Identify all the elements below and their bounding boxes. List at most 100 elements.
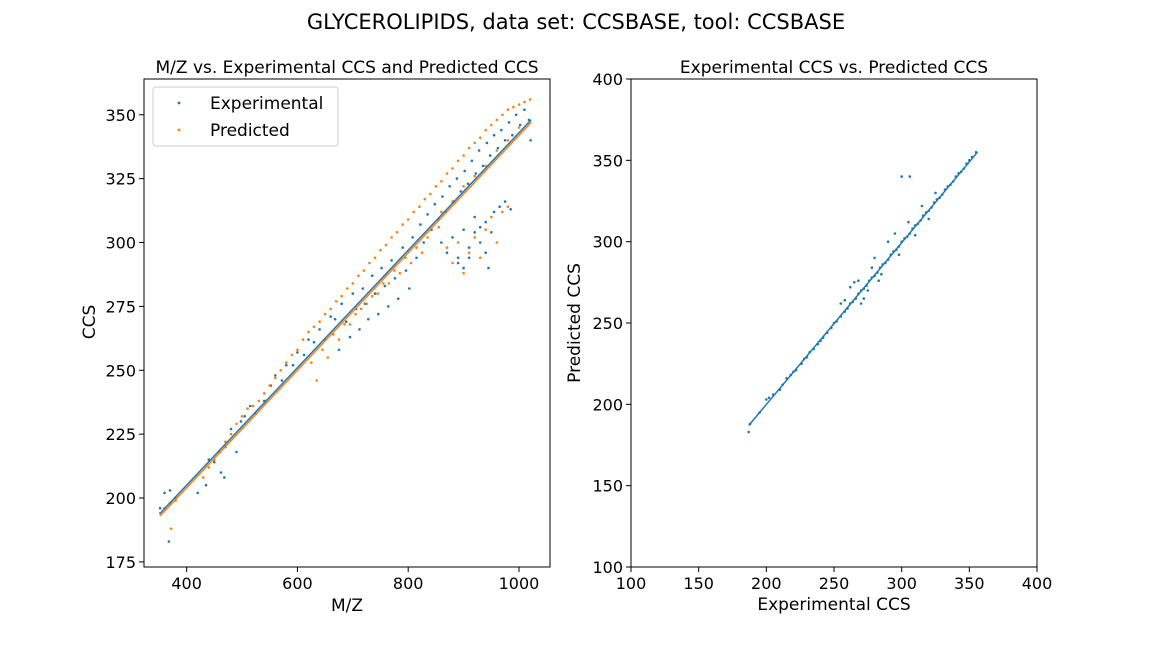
data-point bbox=[880, 272, 883, 276]
data-point bbox=[262, 392, 266, 395]
data-point bbox=[401, 223, 405, 226]
y-tick-label: 300 bbox=[592, 233, 623, 252]
data-point bbox=[393, 277, 397, 280]
data-point bbox=[451, 236, 454, 239]
data-point bbox=[387, 305, 390, 308]
data-point bbox=[426, 213, 429, 216]
data-point bbox=[434, 185, 438, 188]
data-point bbox=[329, 307, 333, 311]
data-point bbox=[484, 228, 488, 231]
data-point bbox=[279, 369, 283, 372]
data-point bbox=[463, 169, 467, 173]
data-point bbox=[934, 191, 937, 195]
x-tick-label: 350 bbox=[954, 574, 985, 593]
figure-suptitle: GLYCEROLIPIDS, data set: CCSBASE, tool: … bbox=[307, 10, 845, 34]
x-tick-label: 150 bbox=[683, 574, 714, 593]
data-point bbox=[380, 266, 383, 270]
data-point bbox=[897, 253, 901, 256]
data-point bbox=[367, 317, 370, 321]
data-point bbox=[870, 266, 874, 270]
data-point bbox=[440, 179, 443, 183]
y-tick-label: 300 bbox=[105, 234, 136, 253]
x-axis-label: M/Z bbox=[331, 596, 363, 616]
data-point bbox=[280, 379, 284, 382]
data-point bbox=[886, 240, 890, 243]
data-point bbox=[406, 218, 410, 221]
x-tick-label: 250 bbox=[819, 574, 850, 593]
data-point bbox=[415, 246, 418, 249]
x-tick-label: 600 bbox=[282, 574, 313, 593]
y-tick-label: 350 bbox=[592, 151, 623, 170]
data-point bbox=[376, 292, 380, 295]
data-point bbox=[351, 282, 355, 285]
data-point bbox=[318, 328, 321, 331]
data-point bbox=[477, 149, 481, 152]
x-tick-label: 100 bbox=[616, 574, 647, 593]
data-point bbox=[382, 282, 385, 285]
data-point bbox=[204, 483, 208, 487]
data-point bbox=[514, 113, 518, 117]
data-point bbox=[462, 154, 465, 157]
data-point bbox=[158, 506, 162, 510]
data-point bbox=[310, 361, 313, 364]
data-point bbox=[340, 302, 344, 306]
data-point bbox=[354, 312, 357, 316]
legend: Experimental Predicted bbox=[152, 86, 339, 147]
data-point bbox=[346, 287, 349, 290]
data-point bbox=[507, 121, 511, 124]
data-point bbox=[920, 204, 924, 208]
data-point bbox=[243, 415, 247, 418]
data-point bbox=[384, 243, 388, 247]
data-point bbox=[337, 348, 341, 352]
data-point bbox=[361, 287, 365, 290]
data-point bbox=[853, 281, 856, 284]
series-experimental bbox=[158, 108, 532, 543]
data-point bbox=[498, 205, 501, 208]
data-point bbox=[202, 476, 205, 479]
data-point bbox=[456, 159, 460, 163]
data-point bbox=[455, 177, 459, 180]
data-point bbox=[401, 246, 405, 249]
data-point bbox=[500, 128, 503, 132]
data-point bbox=[168, 489, 172, 492]
data-point bbox=[429, 192, 432, 196]
y-tick-label: 150 bbox=[592, 477, 623, 496]
data-point bbox=[285, 363, 288, 367]
data-point bbox=[418, 205, 421, 208]
x-tick-label: 400 bbox=[1022, 574, 1053, 593]
data-point bbox=[501, 113, 504, 117]
plot-area bbox=[158, 98, 532, 543]
data-point bbox=[848, 285, 852, 289]
data-point bbox=[411, 236, 414, 239]
data-point bbox=[223, 476, 226, 479]
y-axis-label: Predicted CCS bbox=[565, 263, 585, 383]
data-point bbox=[268, 384, 272, 387]
data-point bbox=[285, 361, 288, 364]
data-point bbox=[167, 540, 171, 543]
data-point bbox=[359, 307, 363, 311]
data-point bbox=[229, 432, 233, 436]
data-point bbox=[340, 294, 344, 298]
data-point bbox=[207, 466, 211, 469]
data-point bbox=[329, 315, 333, 318]
y-tick-label: 250 bbox=[105, 361, 136, 380]
data-point bbox=[302, 353, 306, 357]
data-point bbox=[395, 231, 399, 234]
y-tick-label: 100 bbox=[592, 558, 623, 577]
data-point bbox=[459, 190, 463, 193]
data-point bbox=[478, 225, 482, 229]
axes-frame bbox=[143, 78, 551, 568]
data-point bbox=[348, 323, 352, 326]
data-point bbox=[440, 241, 443, 244]
data-point bbox=[473, 215, 477, 219]
data-point bbox=[481, 164, 485, 168]
data-point bbox=[240, 415, 244, 418]
data-point bbox=[473, 231, 477, 234]
data-point bbox=[529, 139, 532, 142]
y-tick-label: 325 bbox=[105, 170, 136, 189]
data-point bbox=[503, 200, 507, 203]
data-point bbox=[496, 146, 500, 150]
experimental-vs-predicted-chart: Experimental CCS vs. Predicted CCS Exper… bbox=[565, 58, 1052, 615]
data-point bbox=[246, 407, 249, 410]
